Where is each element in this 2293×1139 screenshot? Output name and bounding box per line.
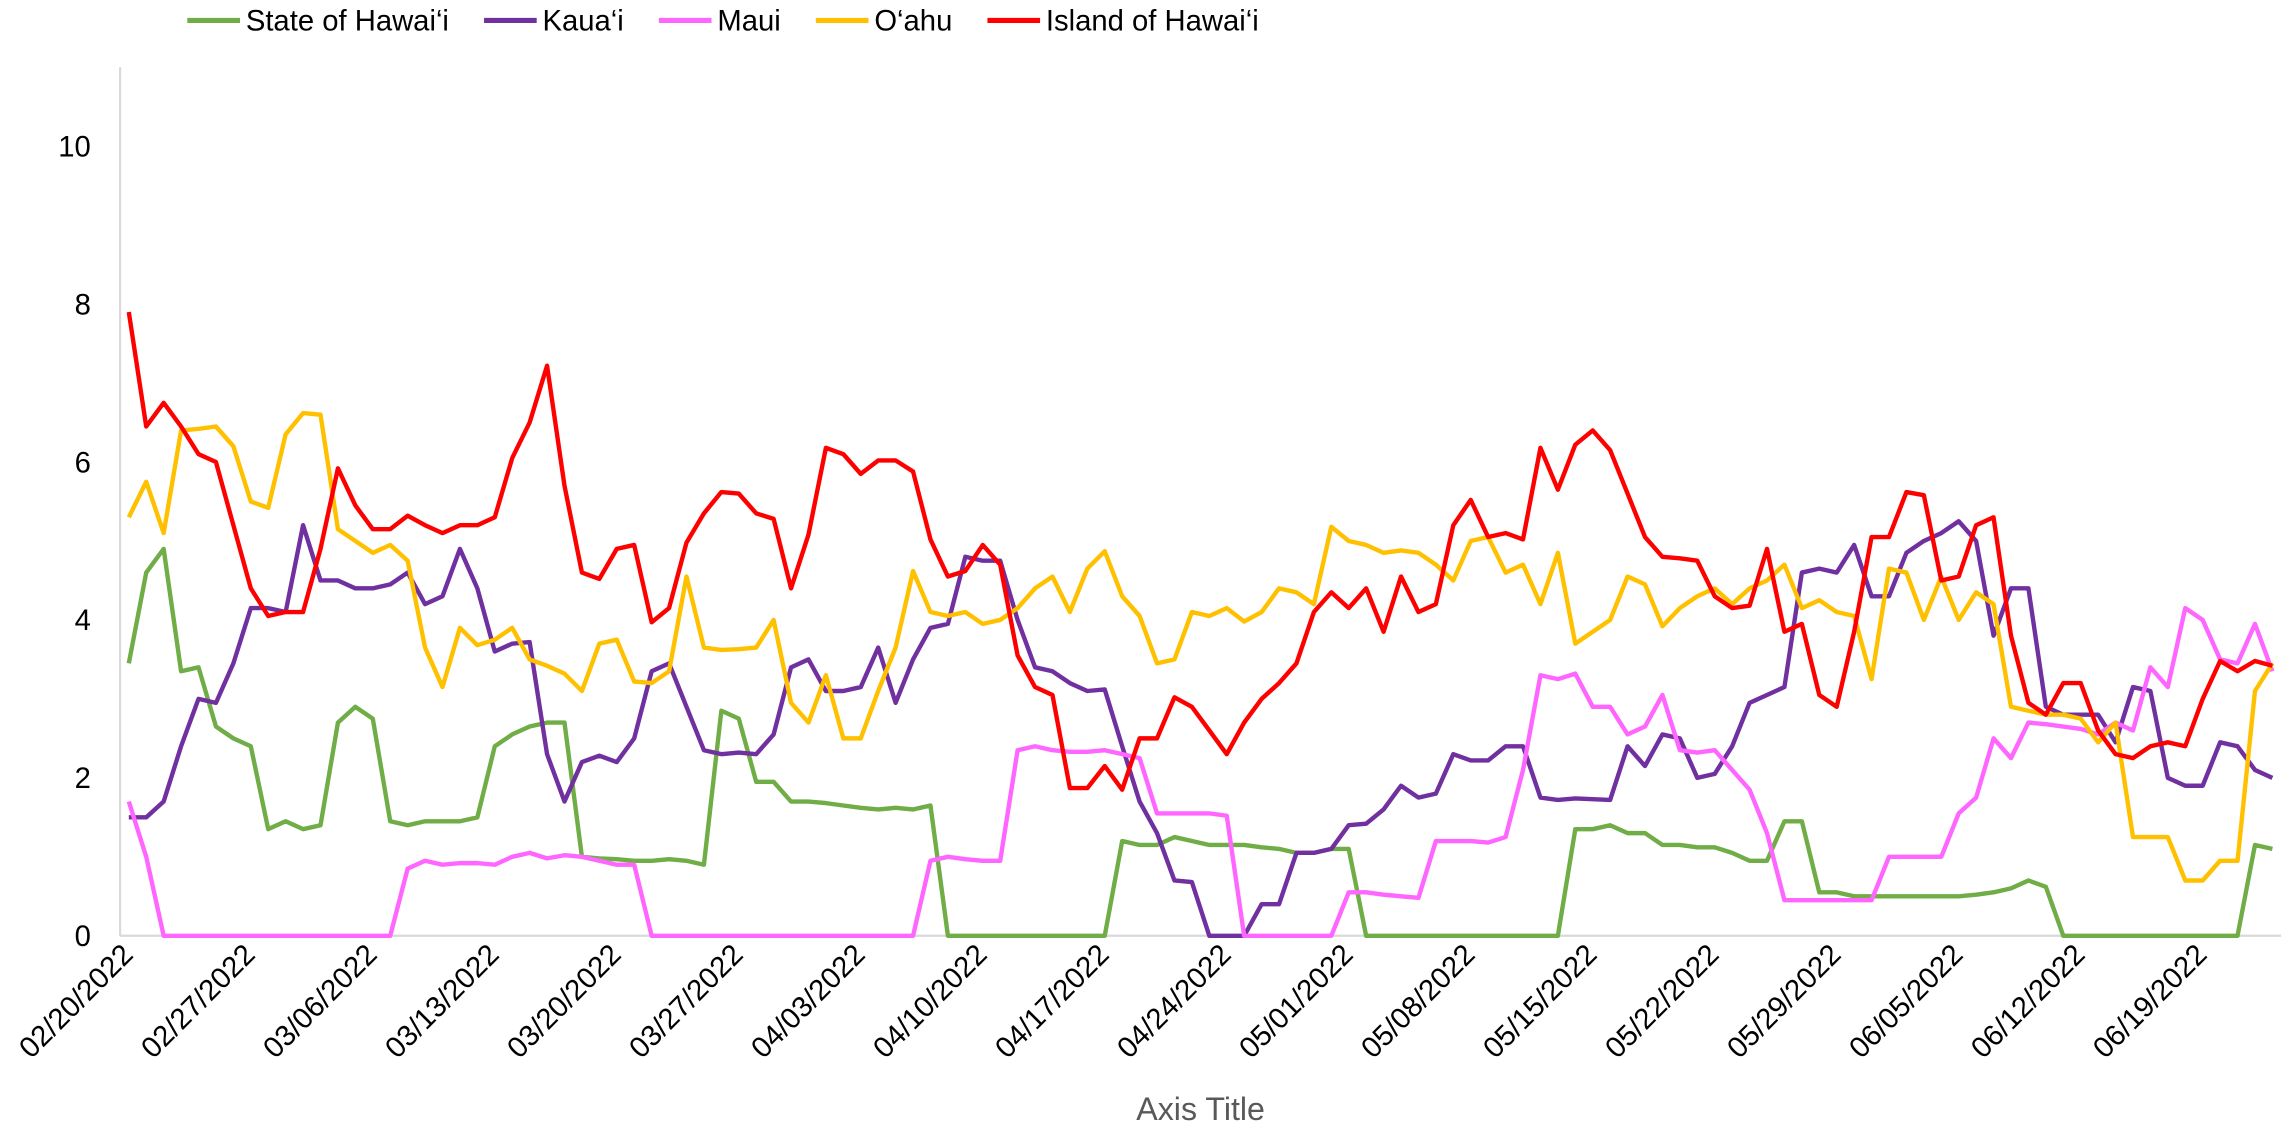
x-tick-label: 06/05/2022 [1843, 939, 1969, 1065]
x-tick-label: 02/20/2022 [13, 939, 139, 1065]
legend-label: Island of Hawai‘i [1046, 6, 1259, 38]
x-tick-label: 03/27/2022 [623, 939, 749, 1065]
x-tick-label: 05/22/2022 [1599, 939, 1725, 1065]
x-tick-label: 04/10/2022 [867, 939, 993, 1065]
y-tick-label: 2 [75, 763, 91, 795]
legend-label: Maui [717, 6, 780, 38]
series-line [126, 410, 2275, 883]
x-tick-label: 06/12/2022 [1965, 939, 2091, 1065]
x-tick-label: 04/24/2022 [1111, 939, 1237, 1065]
legend-label: Kaua‘i [543, 6, 624, 38]
x-axis-title: Axis Title [1136, 1091, 1265, 1127]
x-tick-label: 05/29/2022 [1721, 939, 1847, 1065]
legend-label: O‘ahu [874, 6, 952, 38]
x-tick-label: 06/19/2022 [2087, 939, 2213, 1065]
series-line [126, 605, 2275, 938]
x-tick-label: 04/17/2022 [989, 939, 1115, 1065]
y-tick-label: 4 [75, 605, 91, 637]
x-tick-label: 03/06/2022 [257, 939, 383, 1065]
x-tick-label: 05/01/2022 [1233, 939, 1359, 1065]
x-tick-label: 05/15/2022 [1477, 939, 1603, 1065]
x-tick-label: 03/20/2022 [501, 939, 627, 1065]
y-tick-label: 6 [75, 447, 91, 479]
y-tick-label: 8 [75, 289, 91, 321]
x-tick-label: 03/13/2022 [379, 939, 505, 1065]
series-line [126, 311, 2273, 792]
x-tick-label: 04/03/2022 [745, 939, 871, 1065]
y-tick-label: 0 [75, 921, 91, 953]
series-line [126, 546, 2273, 938]
legend-label: State of Hawai‘i [246, 6, 449, 38]
x-tick-label: 02/27/2022 [135, 939, 261, 1065]
x-tick-label: 05/08/2022 [1355, 939, 1481, 1065]
series-line [128, 519, 2274, 938]
y-tick-label: 10 [58, 131, 91, 163]
